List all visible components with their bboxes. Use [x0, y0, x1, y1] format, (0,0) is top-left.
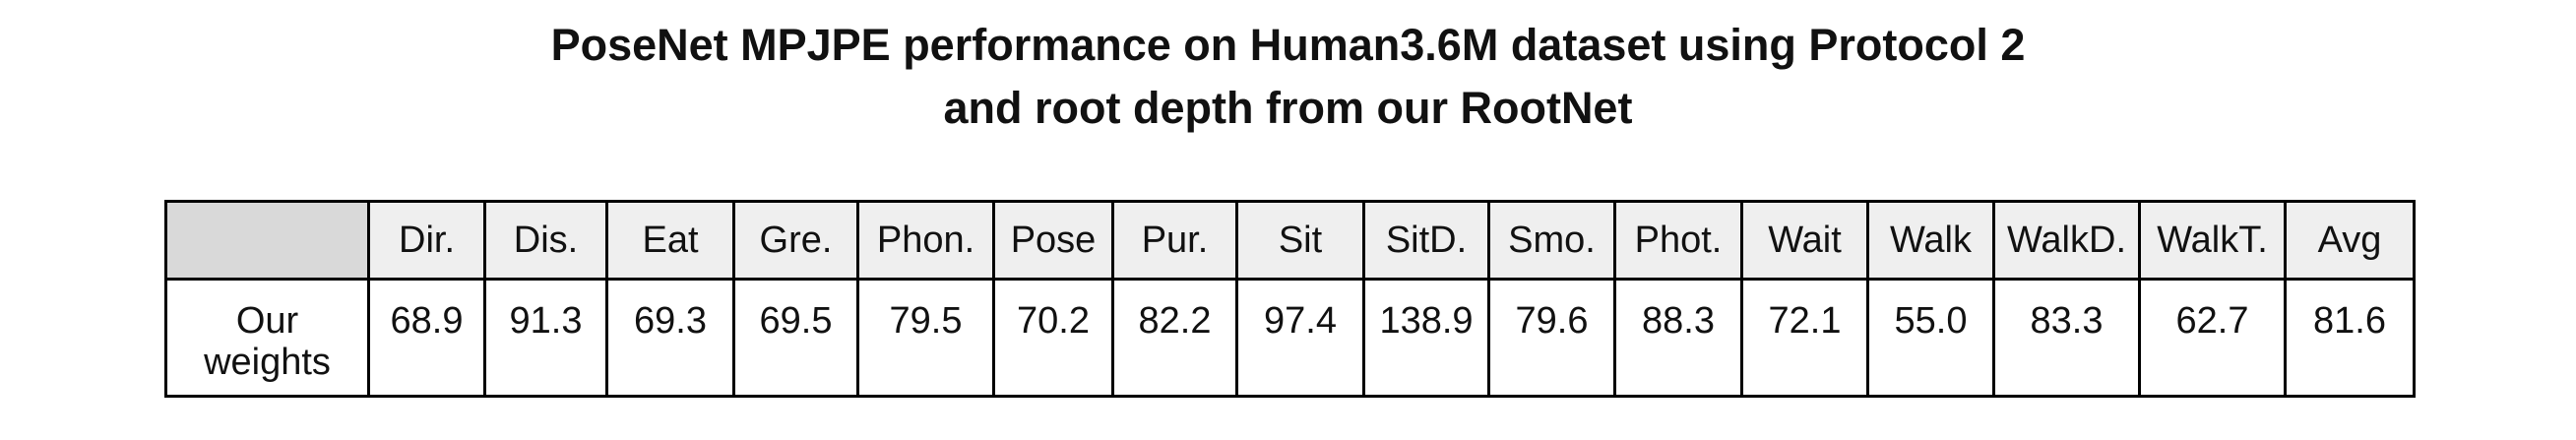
- table-cell: 83.3: [1992, 278, 2141, 398]
- table-cell: 91.3: [483, 278, 608, 398]
- column-header: Sit: [1235, 200, 1365, 281]
- table-cell: 81.6: [2284, 278, 2416, 398]
- column-header: Pose: [992, 200, 1114, 281]
- column-header: Eat: [605, 200, 735, 281]
- column-header: Gre.: [732, 200, 859, 281]
- column-header: Dis.: [483, 200, 608, 281]
- column-header: WalkD.: [1992, 200, 2141, 281]
- column-header: Pur.: [1111, 200, 1238, 281]
- page-title: PoseNet MPJPE performance on Human3.6M d…: [0, 14, 2576, 140]
- row-label-line-1: Our: [235, 300, 299, 342]
- table-cell: 138.9: [1362, 278, 1490, 398]
- table-cell: 69.5: [732, 278, 859, 398]
- table-cell: 88.3: [1613, 278, 1743, 398]
- column-header: Phon.: [856, 200, 995, 281]
- table-cell: 68.9: [367, 278, 486, 398]
- table-cell: 82.2: [1111, 278, 1238, 398]
- title-line-1: PoseNet MPJPE performance on Human3.6M d…: [550, 20, 2026, 70]
- table-cell: 79.6: [1487, 278, 1616, 398]
- table-cell: 62.7: [2138, 278, 2287, 398]
- table-cell: 97.4: [1235, 278, 1365, 398]
- table-cell: 55.0: [1866, 278, 1995, 398]
- row-label-line-2: weights: [204, 342, 331, 383]
- table-corner-cell: [164, 200, 370, 281]
- column-header: SitD.: [1362, 200, 1490, 281]
- column-header: WalkT.: [2138, 200, 2287, 281]
- table-cell: 72.1: [1740, 278, 1869, 398]
- table-cell: 79.5: [856, 278, 995, 398]
- title-line-2: and root depth from our RootNet: [943, 83, 1633, 133]
- column-header: Dir.: [367, 200, 486, 281]
- table-row: Our weights 68.9 91.3 69.3 69.5 79.5 70.…: [164, 278, 2416, 398]
- column-header: Avg: [2284, 200, 2416, 281]
- table-header-row: Dir. Dis. Eat Gre. Phon. Pose Pur. Sit S…: [164, 200, 2416, 281]
- table-cell: 69.3: [605, 278, 735, 398]
- column-header: Walk: [1866, 200, 1995, 281]
- column-header: Phot.: [1613, 200, 1743, 281]
- table-cell: 70.2: [992, 278, 1114, 398]
- column-header: Smo.: [1487, 200, 1616, 281]
- row-label-cell: Our weights: [164, 278, 370, 398]
- column-header: Wait: [1740, 200, 1869, 281]
- results-table: Dir. Dis. Eat Gre. Phon. Pose Pur. Sit S…: [164, 200, 2416, 398]
